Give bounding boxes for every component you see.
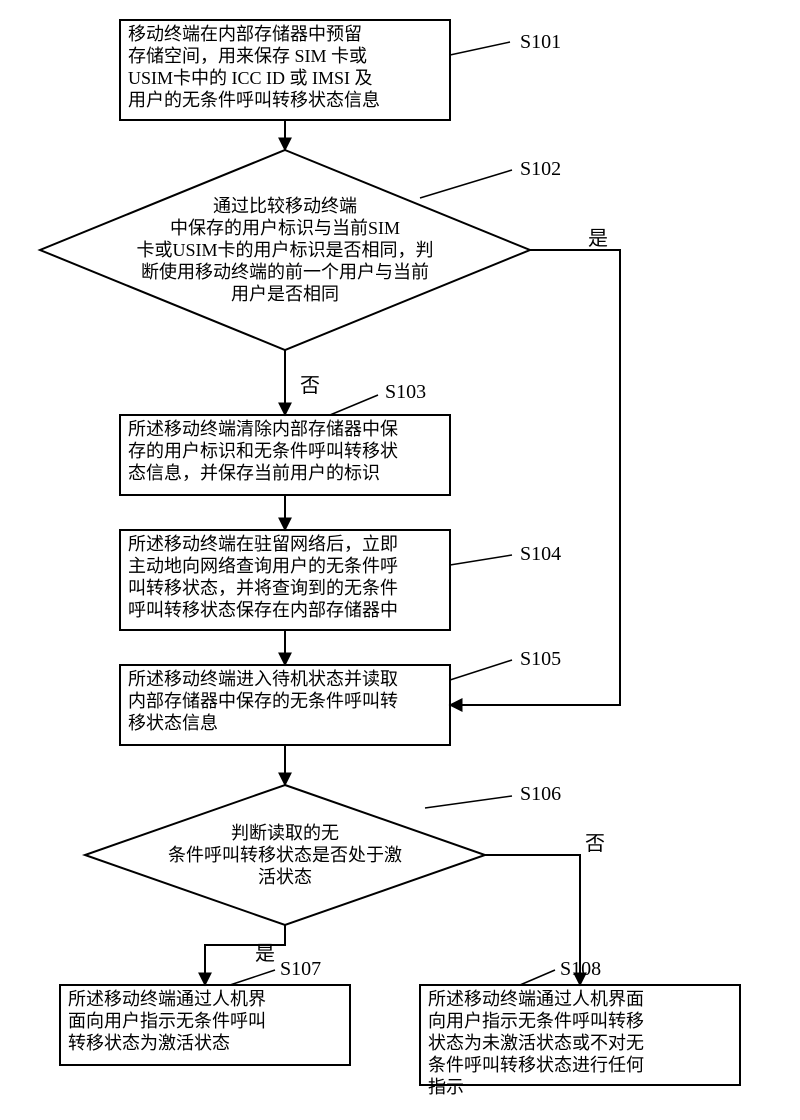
svg-text:用户的无条件呼叫转移状态信息: 用户的无条件呼叫转移状态信息	[128, 90, 380, 110]
node-s103: 所述移动终端清除内部存储器中保存的用户标识和无条件呼叫转移状态信息，并保存当前用…	[120, 415, 450, 495]
svg-text:断使用移动终端的前一个用户与当前: 断使用移动终端的前一个用户与当前	[141, 262, 429, 282]
svg-text:移状态信息: 移状态信息	[128, 713, 218, 733]
svg-text:存的用户标识和无条件呼叫转移状: 存的用户标识和无条件呼叫转移状	[128, 441, 398, 461]
svg-text:呼叫转移状态保存在内部存储器中: 呼叫转移状态保存在内部存储器中	[128, 600, 398, 620]
flowchart: 否是是否移动终端在内部存储器中预留存储空间，用来保存 SIM 卡或USIM卡中的…	[0, 0, 800, 1120]
svg-text:内部存储器中保存的无条件呼叫转: 内部存储器中保存的无条件呼叫转	[128, 691, 398, 711]
svg-text:所述移动终端进入待机状态并读取: 所述移动终端进入待机状态并读取	[128, 669, 398, 689]
svg-text:存储空间，用来保存 SIM 卡或: 存储空间，用来保存 SIM 卡或	[128, 46, 367, 66]
edge-label: 否	[300, 375, 320, 397]
svg-text:判断读取的无: 判断读取的无	[231, 823, 339, 843]
svg-text:通过比较移动终端: 通过比较移动终端	[213, 196, 357, 216]
svg-text:条件呼叫转移状态是否处于激: 条件呼叫转移状态是否处于激	[168, 845, 402, 865]
svg-text:面向用户指示无条件呼叫: 面向用户指示无条件呼叫	[68, 1011, 266, 1031]
label-s103: S103	[385, 381, 426, 403]
svg-text:所述移动终端通过人机界面: 所述移动终端通过人机界面	[428, 989, 644, 1009]
svg-text:向用户指示无条件呼叫转移: 向用户指示无条件呼叫转移	[428, 1011, 644, 1031]
svg-text:中保存的用户标识与当前SIM: 中保存的用户标识与当前SIM	[170, 218, 400, 238]
svg-text:卡或USIM卡的用户标识是否相同，判: 卡或USIM卡的用户标识是否相同，判	[136, 240, 433, 260]
node-s102: 通过比较移动终端中保存的用户标识与当前SIM卡或USIM卡的用户标识是否相同，判…	[40, 150, 530, 350]
label-s101: S101	[520, 31, 561, 53]
label-s106: S106	[520, 783, 561, 805]
svg-text:叫转移状态，并将查询到的无条件: 叫转移状态，并将查询到的无条件	[128, 578, 398, 598]
svg-text:转移状态为激活状态: 转移状态为激活状态	[68, 1033, 230, 1053]
label-s107: S107	[280, 958, 321, 980]
label-s108: S108	[560, 958, 601, 980]
svg-text:移动终端在内部存储器中预留: 移动终端在内部存储器中预留	[128, 24, 362, 44]
node-s108: 所述移动终端通过人机界面向用户指示无条件呼叫转移状态为未激活状态或不对无条件呼叫…	[420, 985, 740, 1097]
edge-label: 是	[588, 228, 608, 250]
svg-text:USIM卡中的 ICC ID 或 IMSI 及: USIM卡中的 ICC ID 或 IMSI 及	[128, 68, 373, 88]
edge	[450, 250, 620, 705]
svg-text:用户是否相同: 用户是否相同	[231, 284, 339, 304]
node-s107: 所述移动终端通过人机界面向用户指示无条件呼叫转移状态为激活状态	[60, 985, 350, 1065]
node-s104: 所述移动终端在驻留网络后，立即主动地向网络查询用户的无条件呼叫转移状态，并将查询…	[120, 530, 450, 630]
label-s102: S102	[520, 158, 561, 180]
label-s105: S105	[520, 648, 561, 670]
svg-text:所述移动终端通过人机界: 所述移动终端通过人机界	[68, 989, 266, 1009]
svg-text:活状态: 活状态	[258, 867, 312, 887]
node-s106: 判断读取的无条件呼叫转移状态是否处于激活状态	[85, 785, 485, 925]
label-s104: S104	[520, 543, 561, 565]
node-s101: 移动终端在内部存储器中预留存储空间，用来保存 SIM 卡或USIM卡中的 ICC…	[120, 20, 450, 120]
svg-text:所述移动终端清除内部存储器中保: 所述移动终端清除内部存储器中保	[128, 419, 398, 439]
svg-text:指示: 指示	[428, 1077, 464, 1097]
svg-text:主动地向网络查询用户的无条件呼: 主动地向网络查询用户的无条件呼	[128, 556, 398, 576]
node-s105: 所述移动终端进入待机状态并读取内部存储器中保存的无条件呼叫转移状态信息	[120, 665, 450, 745]
edge-label: 是	[255, 943, 275, 965]
edge-label: 否	[585, 833, 605, 855]
svg-text:所述移动终端在驻留网络后，立即: 所述移动终端在驻留网络后，立即	[128, 534, 398, 554]
svg-text:状态为未激活状态或不对无: 状态为未激活状态或不对无	[428, 1033, 644, 1053]
svg-text:态信息，并保存当前用户的标识: 态信息，并保存当前用户的标识	[128, 463, 380, 483]
svg-text:条件呼叫转移状态进行任何: 条件呼叫转移状态进行任何	[428, 1055, 644, 1075]
